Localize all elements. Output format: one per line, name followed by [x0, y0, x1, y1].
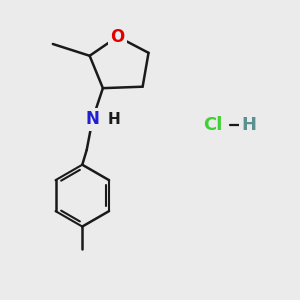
- Text: H: H: [241, 116, 256, 134]
- Text: H: H: [107, 112, 120, 127]
- Text: N: N: [85, 110, 100, 128]
- Text: Cl: Cl: [204, 116, 223, 134]
- Text: O: O: [110, 28, 125, 46]
